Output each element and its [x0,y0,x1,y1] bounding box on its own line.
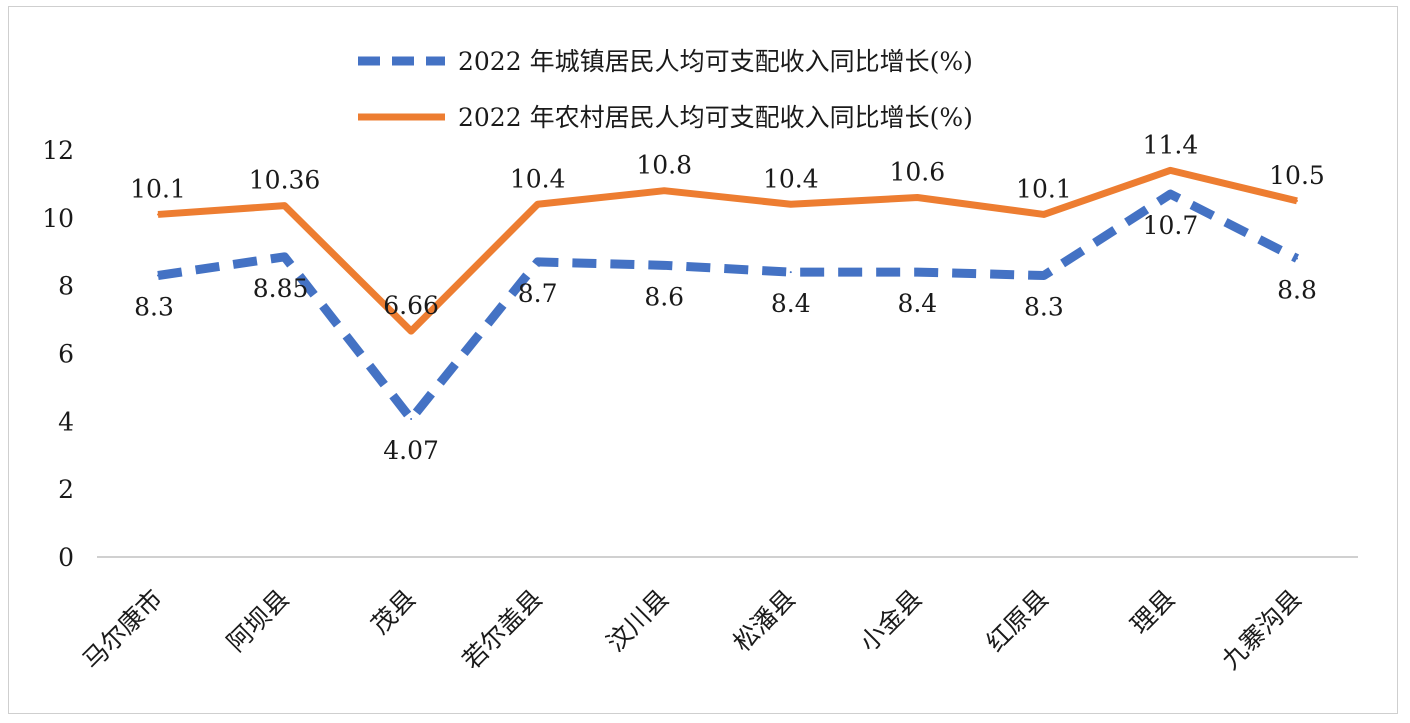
x-tick-label: 小金县 [854,584,928,658]
data-label-rural: 10.36 [249,166,321,195]
x-tick-label: 理县 [1125,584,1181,640]
data-label-rural: 10.6 [889,157,945,186]
y-tick-label: 12 [42,136,74,165]
data-label-rural: 10.8 [636,151,692,180]
x-tick-label: 松潘县 [727,584,801,658]
series-line-rural [157,166,1298,335]
y-tick-label: 0 [58,543,74,572]
legend-label-rural: 2022 年农村居民人均可支配收入同比增长(%) [458,103,973,132]
data-point-urban [789,271,792,274]
chart-frame [8,6,1398,714]
x-tick-label: 九寨沟县 [1216,584,1307,675]
data-point-urban [1042,274,1045,277]
x-tick-label: 马尔康市 [77,584,168,675]
data-point-urban [536,260,539,263]
x-tick-label: 若尔盖县 [457,584,548,675]
data-label-rural: 10.1 [130,174,186,203]
y-tick-label: 4 [58,407,74,436]
data-label-urban: 8.6 [644,282,684,311]
data-label-urban: 8.85 [253,274,309,303]
data-point-rural [1296,199,1298,202]
data-point-urban [410,417,413,420]
data-label-urban: 10.7 [1143,211,1199,240]
x-axis: 马尔康市 阿坝县 茂县 若尔盖县 汶川县 松潘县 小金县 红原县 理县 九寨沟县 [77,584,1307,675]
x-tick-label: 红原县 [981,584,1055,658]
data-point-urban [1296,257,1298,260]
data-label-urban: 8.8 [1277,276,1317,305]
data-point-rural [916,196,919,199]
data-label-urban: 8.3 [134,292,174,321]
data-point-rural [536,203,539,206]
data-label-rural: 11.4 [1143,130,1199,159]
y-tick-label: 2 [58,475,74,504]
data-label-urban: 4.07 [383,436,439,465]
series-layer [157,166,1300,424]
data-point-urban [916,271,919,274]
data-point-urban [157,274,159,277]
data-point-rural [789,203,792,206]
data-point-rural [283,204,286,207]
y-axis: 0 2 4 6 8 10 12 [42,136,74,572]
data-point-rural [410,330,413,333]
data-point-rural [1042,213,1045,216]
y-tick-label: 10 [42,204,74,233]
data-point-urban [283,255,286,258]
series-line-urban [157,189,1300,424]
data-label-urban: 8.4 [897,289,937,318]
data-label-urban: 8.4 [771,289,811,318]
legend: 2022 年城镇居民人均可支配收入同比增长(%) 2022 年农村居民人均可支配… [358,47,973,132]
data-point-rural [663,189,666,192]
data-point-rural [157,213,159,216]
data-label-urban: 8.3 [1024,292,1064,321]
data-label-urban: 8.7 [518,279,558,308]
data-label-rural: 10.1 [1016,174,1072,203]
data-label-rural: 10.4 [510,164,566,193]
data-point-rural [1169,169,1172,172]
y-tick-label: 8 [58,272,74,301]
data-label-rural: 6.66 [383,291,439,320]
data-label-rural: 10.5 [1269,161,1325,190]
x-tick-label: 茂县 [365,584,421,640]
legend-label-urban: 2022 年城镇居民人均可支配收入同比增长(%) [458,47,973,76]
data-labels: 10.1 10.36 6.66 10.4 10.8 10.4 10.6 10.1 11.4 10.… [130,130,1325,465]
data-point-urban [663,264,666,267]
x-tick-label: 汶川县 [601,584,675,658]
data-label-rural: 10.4 [763,164,819,193]
data-point-urban [1169,193,1172,196]
x-tick-label: 阿坝县 [221,584,295,658]
y-tick-label: 6 [58,340,74,369]
